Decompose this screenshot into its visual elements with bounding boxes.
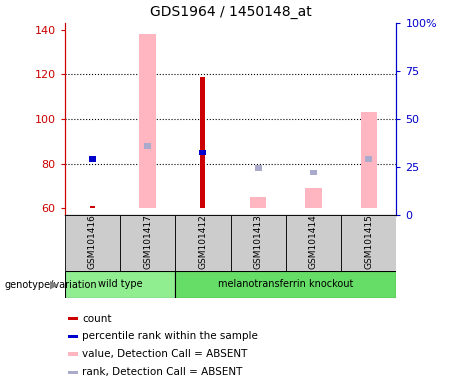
Text: wild type: wild type <box>98 279 142 289</box>
Bar <box>175 271 396 298</box>
Bar <box>65 271 175 298</box>
Bar <box>89 156 96 162</box>
Text: count: count <box>82 314 112 324</box>
Bar <box>305 188 322 209</box>
Bar <box>68 334 78 338</box>
Text: GSM101414: GSM101414 <box>309 214 318 269</box>
Bar <box>175 215 230 271</box>
Text: rank, Detection Call = ABSENT: rank, Detection Call = ABSENT <box>82 367 242 377</box>
Text: melanotransferrin knockout: melanotransferrin knockout <box>218 279 354 289</box>
Text: ▶: ▶ <box>50 280 59 290</box>
Text: GSM101417: GSM101417 <box>143 214 152 269</box>
Bar <box>68 317 78 320</box>
Text: GSM101412: GSM101412 <box>198 214 207 269</box>
Bar <box>286 215 341 271</box>
Text: GSM101413: GSM101413 <box>254 214 263 269</box>
Text: percentile rank within the sample: percentile rank within the sample <box>82 331 258 341</box>
Bar <box>341 215 396 271</box>
Bar <box>250 197 266 209</box>
Bar <box>90 206 95 209</box>
Text: genotype/variation: genotype/variation <box>5 280 97 290</box>
Bar <box>68 371 78 374</box>
Title: GDS1964 / 1450148_at: GDS1964 / 1450148_at <box>150 5 311 19</box>
Bar <box>65 215 120 271</box>
Bar <box>144 143 151 149</box>
Bar <box>201 77 205 209</box>
Text: GSM101416: GSM101416 <box>88 214 97 269</box>
Bar <box>139 34 156 209</box>
Text: GSM101415: GSM101415 <box>364 214 373 269</box>
Bar <box>68 353 78 356</box>
Bar <box>199 150 207 155</box>
Bar <box>365 156 372 162</box>
Bar <box>120 215 175 271</box>
Text: value, Detection Call = ABSENT: value, Detection Call = ABSENT <box>82 349 248 359</box>
Bar <box>310 170 317 175</box>
Bar <box>361 113 377 209</box>
Bar <box>230 215 286 271</box>
Bar <box>254 166 262 171</box>
